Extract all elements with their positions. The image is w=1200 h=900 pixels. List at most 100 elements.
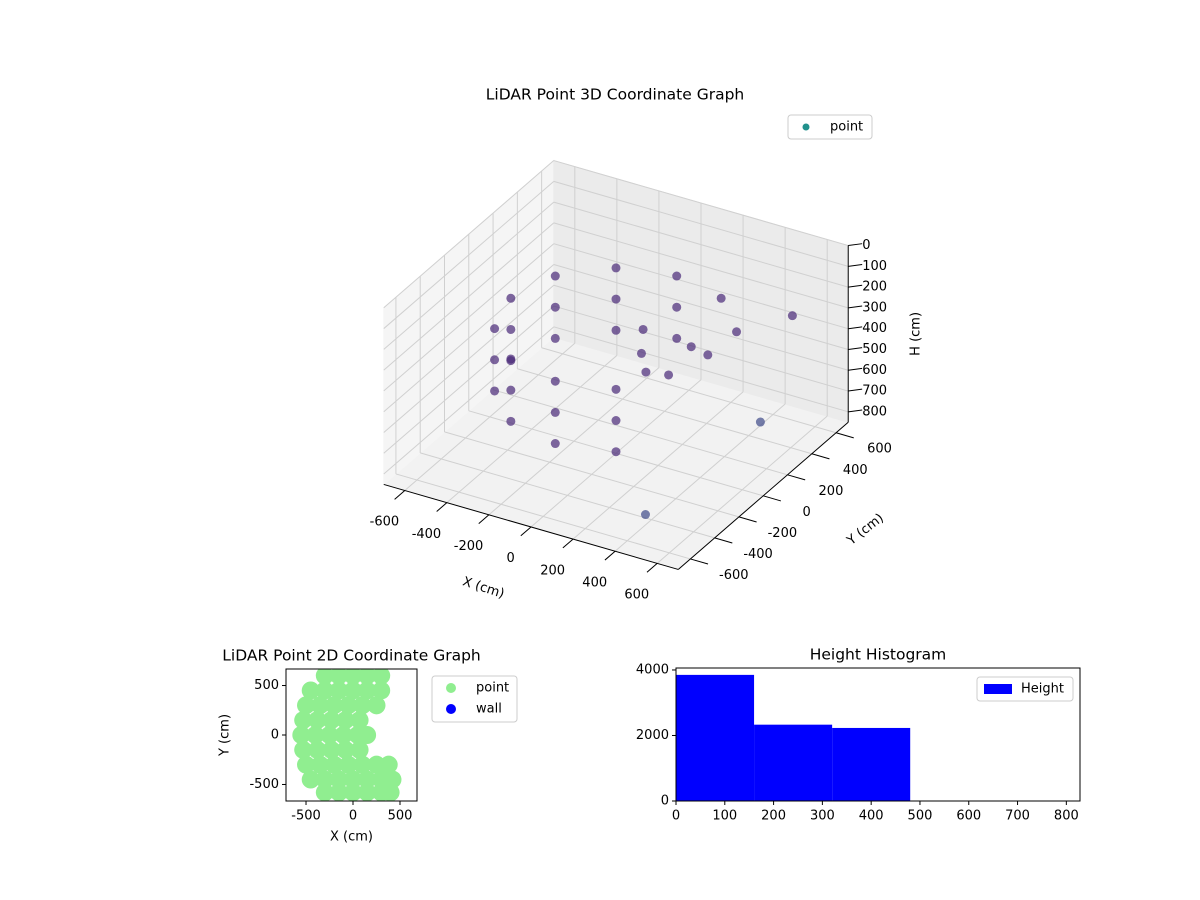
point: [294, 740, 313, 759]
tick-mark: [848, 326, 863, 330]
chart-title: Height Histogram: [810, 646, 947, 664]
point: [379, 755, 398, 774]
point: [703, 350, 713, 360]
grid-line: [383, 180, 555, 329]
point: [506, 293, 516, 303]
y-tick-label: 600: [867, 442, 892, 457]
y-tick-label: 500: [254, 678, 279, 693]
y-tick-label: 4000: [636, 662, 669, 677]
tick-mark: [848, 284, 863, 288]
grid-line: [553, 222, 849, 309]
point: [325, 696, 344, 715]
point: [550, 302, 560, 312]
point: [787, 311, 797, 321]
tick-mark: [848, 347, 863, 350]
point: [329, 669, 348, 685]
y-axis-label: Y (cm): [844, 511, 887, 549]
point: [367, 696, 386, 715]
y-tick-label: 200: [819, 484, 844, 499]
point: [336, 711, 355, 730]
x-tick-label: 0: [506, 551, 514, 566]
grid-line: [383, 243, 555, 392]
point: [315, 681, 334, 700]
point: [672, 302, 682, 312]
point: [339, 696, 358, 715]
z-tick-label: 400: [862, 321, 887, 336]
x-tick-label: 600: [956, 809, 981, 824]
x-tick-label: -400: [412, 527, 442, 542]
x-tick-label: -600: [370, 515, 400, 530]
y-tick-label: 400: [843, 463, 868, 478]
z-tick-label: 0: [862, 238, 870, 253]
grid-line: [553, 263, 849, 350]
point: [664, 370, 674, 380]
legend-label: point: [830, 120, 863, 135]
tick-mark: [848, 367, 863, 371]
tick-mark: [738, 516, 757, 523]
legend-box: [787, 114, 873, 140]
y-tick-label: 0: [803, 505, 811, 520]
point: [358, 669, 377, 685]
x-axis-label: X (cm): [461, 574, 507, 602]
z-tick-label: 200: [862, 280, 887, 295]
grid-line: [383, 201, 555, 350]
scatter-points: [292, 669, 402, 801]
point: [320, 726, 339, 744]
point: [640, 510, 650, 520]
axes-frame: [675, 667, 1081, 802]
point: [550, 271, 560, 281]
point: [490, 355, 500, 365]
legend-label: wall: [476, 702, 502, 717]
point: [311, 755, 330, 774]
y-tick-label: 0: [271, 728, 279, 743]
chart-title: LiDAR Point 3D Coordinate Graph: [486, 86, 744, 104]
grid-line: [553, 305, 849, 392]
point: [292, 726, 311, 744]
point: [315, 669, 334, 685]
point: [641, 367, 651, 377]
grid-line: [517, 368, 812, 455]
bar: [676, 674, 755, 801]
x-tick-label: -500: [291, 809, 321, 824]
point: [611, 325, 621, 335]
point: [611, 263, 621, 273]
bar: [754, 724, 833, 801]
grid-line: [553, 243, 849, 330]
point: [322, 711, 341, 730]
z-tick-label: 500: [862, 342, 887, 357]
tick-mark: [848, 409, 863, 413]
point: [672, 271, 682, 281]
grid-line: [444, 431, 740, 518]
z-tick-label: 600: [862, 363, 887, 378]
tick-mark: [835, 432, 854, 439]
point: [611, 447, 621, 457]
grid-line: [541, 347, 837, 434]
grid-line: [383, 222, 555, 371]
point: [344, 770, 363, 789]
point: [353, 696, 372, 715]
grid-line: [383, 305, 555, 454]
tick-mark: [562, 538, 574, 549]
tick-mark: [394, 490, 406, 500]
x-tick-label: 400: [859, 809, 884, 824]
grid-line: [395, 473, 691, 560]
point: [334, 726, 353, 744]
x-tick-label: 200: [540, 563, 565, 578]
x-tick-label: -200: [454, 539, 484, 554]
y-axis-line: [677, 421, 849, 570]
tick-mark: [478, 514, 490, 525]
x-tick-label: 700: [1005, 809, 1030, 824]
point: [329, 681, 348, 700]
bar: [832, 727, 911, 801]
y-tick-label: -600: [719, 568, 749, 583]
y-tick-label: -400: [743, 547, 773, 562]
legend-box: [976, 676, 1074, 702]
x-tick-label: 800: [1054, 809, 1079, 824]
point: [358, 783, 377, 801]
tick-mark: [714, 537, 733, 544]
point: [358, 770, 377, 789]
point: [297, 755, 316, 774]
z-tick-label: 700: [862, 384, 887, 399]
